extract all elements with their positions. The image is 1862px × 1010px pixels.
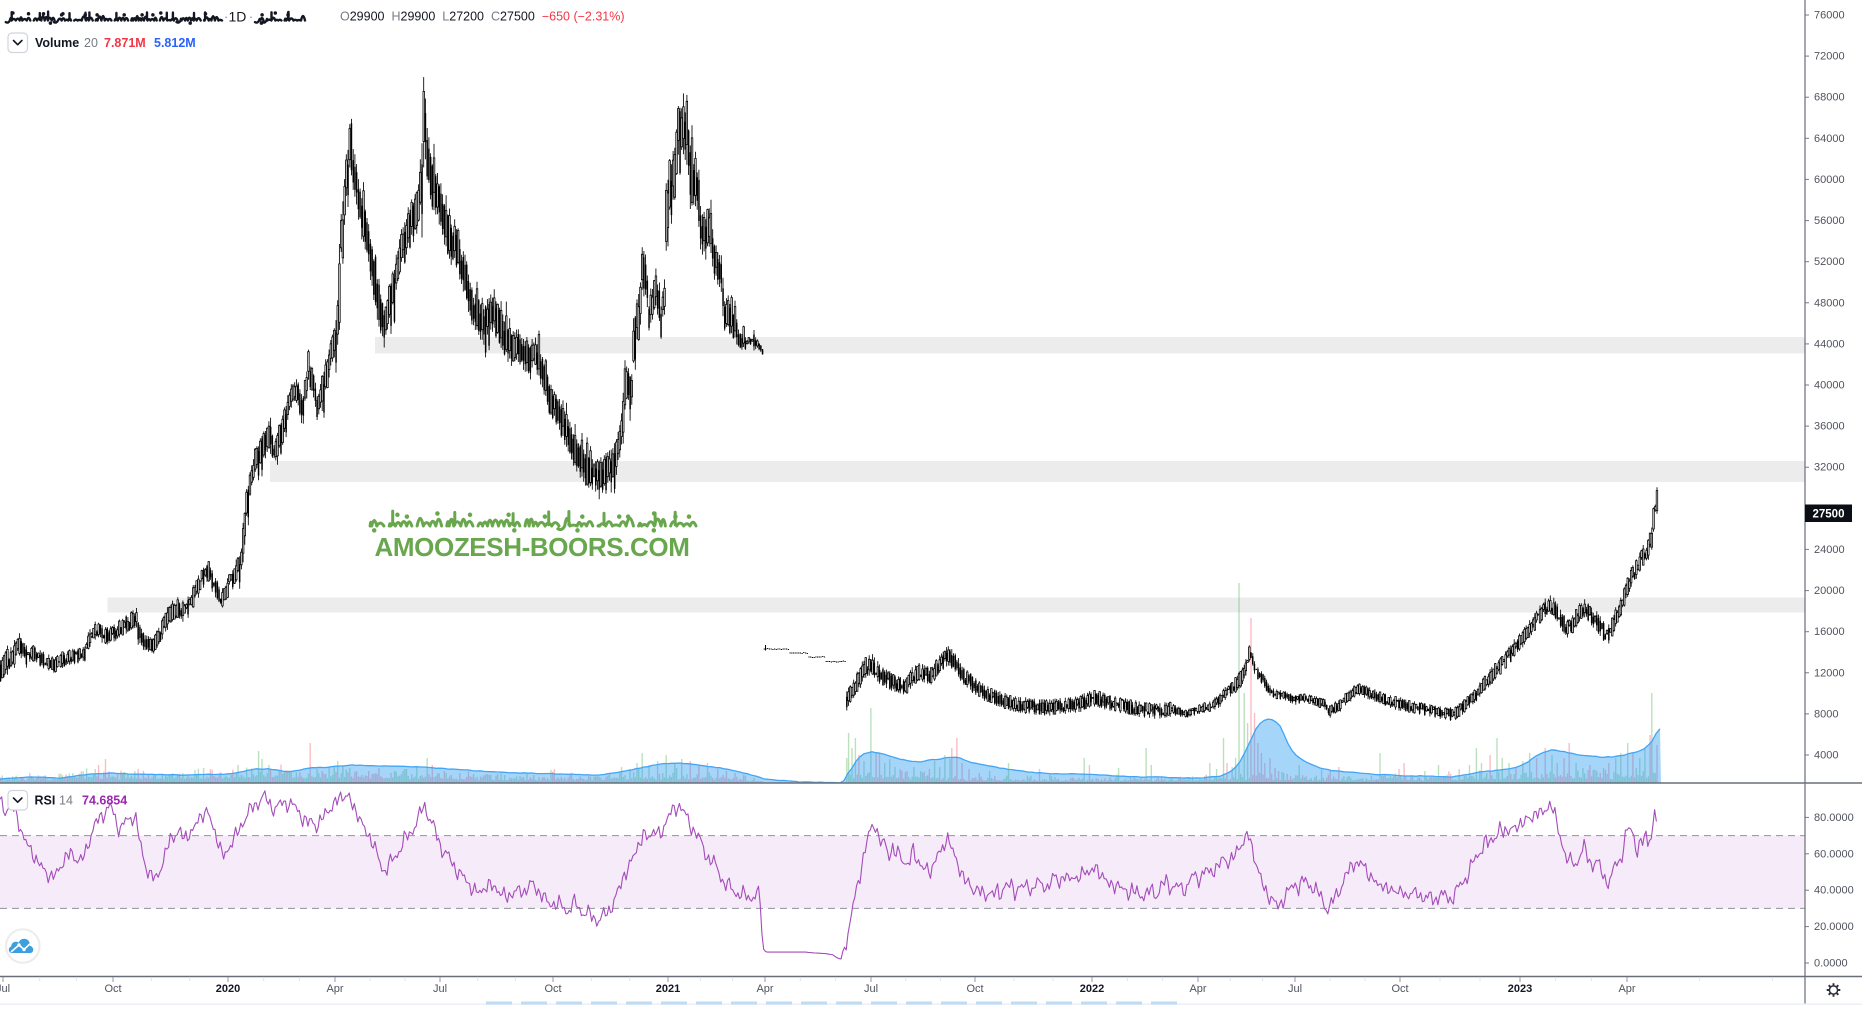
svg-text:60.0000: 60.0000 bbox=[1814, 848, 1854, 860]
svg-text:·: · bbox=[249, 10, 253, 24]
svg-text:Apr: Apr bbox=[756, 983, 773, 995]
svg-text:1D: 1D bbox=[229, 9, 247, 25]
svg-text:AMOOZESH-BOORS.COM: AMOOZESH-BOORS.COM bbox=[375, 532, 690, 562]
svg-text:48000: 48000 bbox=[1814, 297, 1845, 309]
svg-text:Apr: Apr bbox=[1618, 983, 1635, 995]
svg-text:74.6854: 74.6854 bbox=[82, 794, 127, 808]
svg-text:Jul: Jul bbox=[1288, 983, 1302, 995]
svg-text:68000: 68000 bbox=[1814, 92, 1845, 104]
svg-text:Apr: Apr bbox=[1189, 983, 1206, 995]
svg-text:Jul: Jul bbox=[0, 983, 10, 995]
svg-text:4000: 4000 bbox=[1814, 750, 1838, 762]
svg-text:7.871M: 7.871M bbox=[104, 36, 146, 50]
svg-text:44000: 44000 bbox=[1814, 338, 1845, 350]
svg-text:0.0000: 0.0000 bbox=[1814, 958, 1848, 970]
svg-text:64000: 64000 bbox=[1814, 133, 1845, 145]
svg-text:5.812M: 5.812M bbox=[154, 36, 196, 50]
svg-text:Oct: Oct bbox=[966, 983, 983, 995]
svg-text:2023: 2023 bbox=[1508, 983, 1532, 995]
svg-text:Oct: Oct bbox=[1391, 983, 1408, 995]
svg-text:2022: 2022 bbox=[1080, 983, 1104, 995]
svg-text:Oct: Oct bbox=[104, 983, 121, 995]
svg-text:56000: 56000 bbox=[1814, 215, 1845, 227]
svg-text:·: · bbox=[224, 10, 228, 24]
svg-text:40.0000: 40.0000 bbox=[1814, 885, 1854, 897]
svg-text:Jul: Jul bbox=[864, 983, 878, 995]
svg-text:Oct: Oct bbox=[544, 983, 561, 995]
svg-text:20000: 20000 bbox=[1814, 585, 1845, 597]
svg-text:52000: 52000 bbox=[1814, 256, 1845, 268]
svg-text:32000: 32000 bbox=[1814, 462, 1845, 474]
svg-text:24000: 24000 bbox=[1814, 544, 1845, 556]
svg-text:16000: 16000 bbox=[1814, 626, 1845, 638]
svg-text:8000: 8000 bbox=[1814, 708, 1838, 720]
svg-text:27500: 27500 bbox=[1813, 509, 1845, 521]
svg-text:76000: 76000 bbox=[1814, 10, 1845, 22]
svg-text:2020: 2020 bbox=[216, 983, 240, 995]
svg-text:Apr: Apr bbox=[326, 983, 343, 995]
svg-text:14: 14 bbox=[59, 794, 73, 808]
svg-text:2021: 2021 bbox=[656, 983, 680, 995]
svg-text:RSI: RSI bbox=[35, 794, 56, 808]
svg-text:12000: 12000 bbox=[1814, 667, 1845, 679]
svg-text:72000: 72000 bbox=[1814, 51, 1845, 63]
svg-text:Jul: Jul bbox=[433, 983, 447, 995]
svg-text:Volume: Volume bbox=[35, 36, 79, 50]
svg-text:40000: 40000 bbox=[1814, 380, 1845, 392]
svg-text:80.0000: 80.0000 bbox=[1814, 812, 1854, 824]
svg-text:20.0000: 20.0000 bbox=[1814, 921, 1854, 933]
svg-text:60000: 60000 bbox=[1814, 174, 1845, 186]
svg-text:36000: 36000 bbox=[1814, 421, 1845, 433]
svg-text:20: 20 bbox=[84, 36, 98, 50]
